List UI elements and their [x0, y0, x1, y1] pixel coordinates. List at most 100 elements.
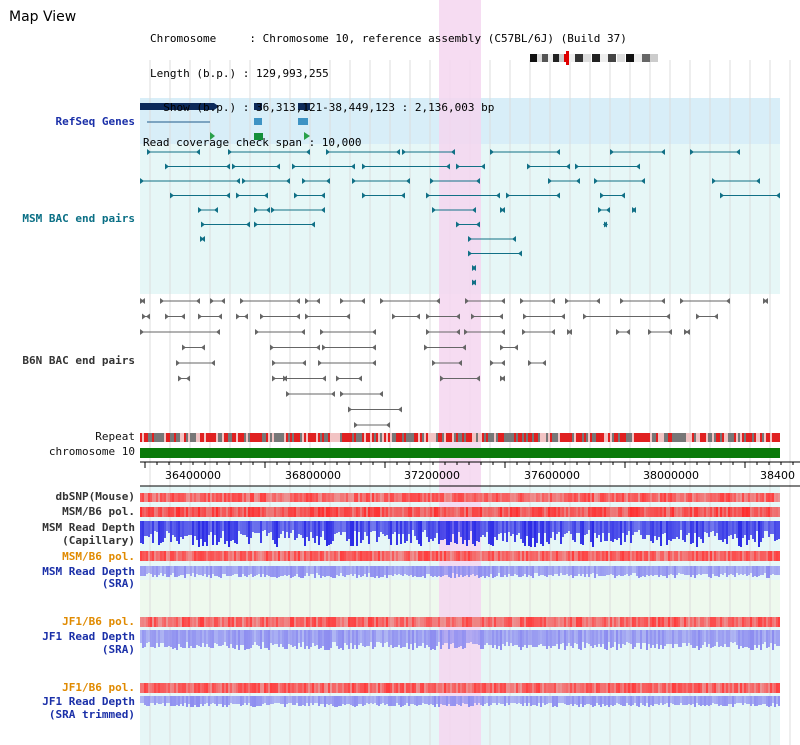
- jf1-sra-depth-bar: [652, 630, 654, 645]
- msm-b6-pol-label[interactable]: MSM/B6 pol.: [62, 505, 135, 518]
- msm-sra-depth-bar: [756, 566, 758, 577]
- msm-pol2-cell: [532, 551, 534, 561]
- msm-pol2-cell: [206, 551, 208, 561]
- jf1-read-depth-trimmed-label[interactable]: JF1 Read Depth: [42, 695, 135, 708]
- jf1-sra-depth-bar: [452, 630, 454, 643]
- jf1-pol2-cell: [734, 683, 736, 693]
- jf1-pol2-cell: [180, 683, 182, 693]
- dbsnp-label[interactable]: dbSNP(Mouse): [55, 490, 135, 503]
- b6n-bac-pair-end: [523, 313, 527, 320]
- repeat-block: [402, 433, 404, 442]
- jf1-trimmed-depth-bar: [256, 696, 258, 706]
- b6n-bac-pair-end: [583, 313, 587, 320]
- msm-pol2-cell: [760, 551, 762, 561]
- jf1-pol-cell: [452, 617, 454, 627]
- repeat-block: [726, 433, 728, 442]
- jf1-pol-cell: [778, 617, 780, 627]
- dbsnp-cell: [546, 493, 548, 502]
- dbsnp-cell: [338, 493, 340, 502]
- jf1-sra-depth-bar: [370, 630, 372, 642]
- jf1-pol-cell: [430, 617, 432, 627]
- jf1-trimmed-depth-bar: [496, 696, 498, 705]
- msm-capillary-depth-bar: [726, 521, 728, 544]
- repeat-block: [212, 433, 214, 442]
- jf1-sra-depth-bar: [412, 630, 414, 650]
- msm-bac-pair-end: [481, 163, 485, 170]
- jf1-sra-depth-bar: [230, 630, 232, 644]
- b6n-bac-pair-end: [714, 313, 718, 320]
- msm-sra-depth-bar: [188, 566, 190, 574]
- msm-capillary-depth-bar: [652, 521, 654, 543]
- jf1-b6-pol-label[interactable]: JF1/B6 pol.: [62, 615, 135, 628]
- msm-capillary-depth-bar: [380, 521, 382, 532]
- msm-capillary-depth-bar: [462, 521, 464, 544]
- msm-pol-cell: [178, 507, 180, 517]
- msm-bac-pair-end: [446, 163, 450, 170]
- msm-read-depth-sra-label[interactable]: MSM Read Depth: [42, 565, 135, 578]
- msm-pol2-cell: [566, 551, 568, 561]
- msm-sra-depth-bar: [540, 566, 542, 575]
- jf1-pol2-cell: [448, 683, 450, 693]
- jf1-trimmed-depth-bar: [510, 696, 512, 703]
- jf1-trimmed-depth-bar: [148, 696, 150, 706]
- jf1-pol2-cell: [594, 683, 596, 693]
- jf1-trimmed-depth-bar: [564, 696, 566, 704]
- msm-pol-cell: [556, 507, 558, 517]
- dbsnp-cell: [770, 493, 772, 502]
- msm-pol-cell: [188, 507, 190, 517]
- msm-capillary-depth-bar: [386, 521, 388, 535]
- jf1-pol-cell: [706, 617, 708, 627]
- repeat-block: [208, 433, 210, 442]
- msm-sra-depth-bar: [572, 566, 574, 578]
- msm-pol2-cell: [162, 551, 164, 561]
- msm-read-depth-capillary-label[interactable]: MSM Read Depth: [42, 521, 135, 534]
- msm-pol2-cell: [494, 551, 496, 561]
- refseq-genes-label[interactable]: RefSeq Genes: [55, 115, 135, 128]
- msm-pol-cell: [762, 507, 764, 517]
- msm-capillary-depth-bar: [408, 521, 410, 534]
- msm-pol-cell: [522, 507, 524, 517]
- repeat-block: [678, 433, 680, 442]
- jf1-b6-pol-label-2[interactable]: JF1/B6 pol.: [62, 681, 135, 694]
- jf1-pol-cell: [688, 617, 690, 627]
- jf1-sra-depth-bar: [364, 630, 366, 647]
- msm-pol-cell: [490, 507, 492, 517]
- repeat-block: [316, 433, 318, 442]
- dbsnp-cell: [482, 493, 484, 502]
- msm-bac-pair-end: [756, 178, 760, 184]
- b6n-bac-pair-end: [501, 329, 505, 335]
- dbsnp-cell: [216, 493, 218, 502]
- jf1-trimmed-depth-bar: [178, 696, 180, 706]
- repeat-block: [724, 433, 726, 442]
- jf1-sra-depth-bar: [632, 630, 634, 649]
- dbsnp-cell: [650, 493, 652, 502]
- jf1-pol2-cell: [442, 683, 444, 693]
- msm-b6-pol-label-2[interactable]: MSM/B6 pol.: [62, 550, 135, 563]
- dbsnp-cell: [486, 493, 488, 502]
- msm-sra-depth-bar: [778, 566, 780, 575]
- msm-sra-depth-bar: [742, 566, 744, 575]
- msm-capillary-depth-bar: [656, 521, 658, 540]
- jf1-sra-depth-bar: [306, 630, 308, 646]
- jf1-pol-cell: [480, 617, 482, 627]
- jf1-trimmed-depth-bar: [672, 696, 674, 704]
- msm-capillary-depth-bar: [754, 521, 756, 542]
- msm-sra-depth-bar: [542, 566, 544, 575]
- jf1-read-depth-sra-label[interactable]: JF1 Read Depth: [42, 630, 135, 643]
- msm-bac-label[interactable]: MSM BAC end pairs: [22, 212, 135, 225]
- repeat-block: [524, 433, 526, 442]
- msm-capillary-depth-bar: [610, 521, 612, 541]
- jf1-sra-depth-bar: [164, 630, 166, 647]
- jf1-pol2-cell: [182, 683, 184, 693]
- dbsnp-cell: [220, 493, 222, 502]
- jf1-sra-depth-bar: [238, 630, 240, 650]
- jf1-trimmed-depth-bar: [708, 696, 710, 706]
- jf1-sra-depth-bar: [368, 630, 370, 646]
- jf1-trimmed-depth-bar: [476, 696, 478, 705]
- msm-pol2-cell: [336, 551, 338, 561]
- jf1-pol-cell: [768, 617, 770, 627]
- msm-sra-depth-bar: [372, 566, 374, 577]
- msm-pol2-cell: [748, 551, 750, 561]
- jf1-pol-cell: [176, 617, 178, 627]
- b6n-bac-label[interactable]: B6N BAC end pairs: [22, 354, 135, 367]
